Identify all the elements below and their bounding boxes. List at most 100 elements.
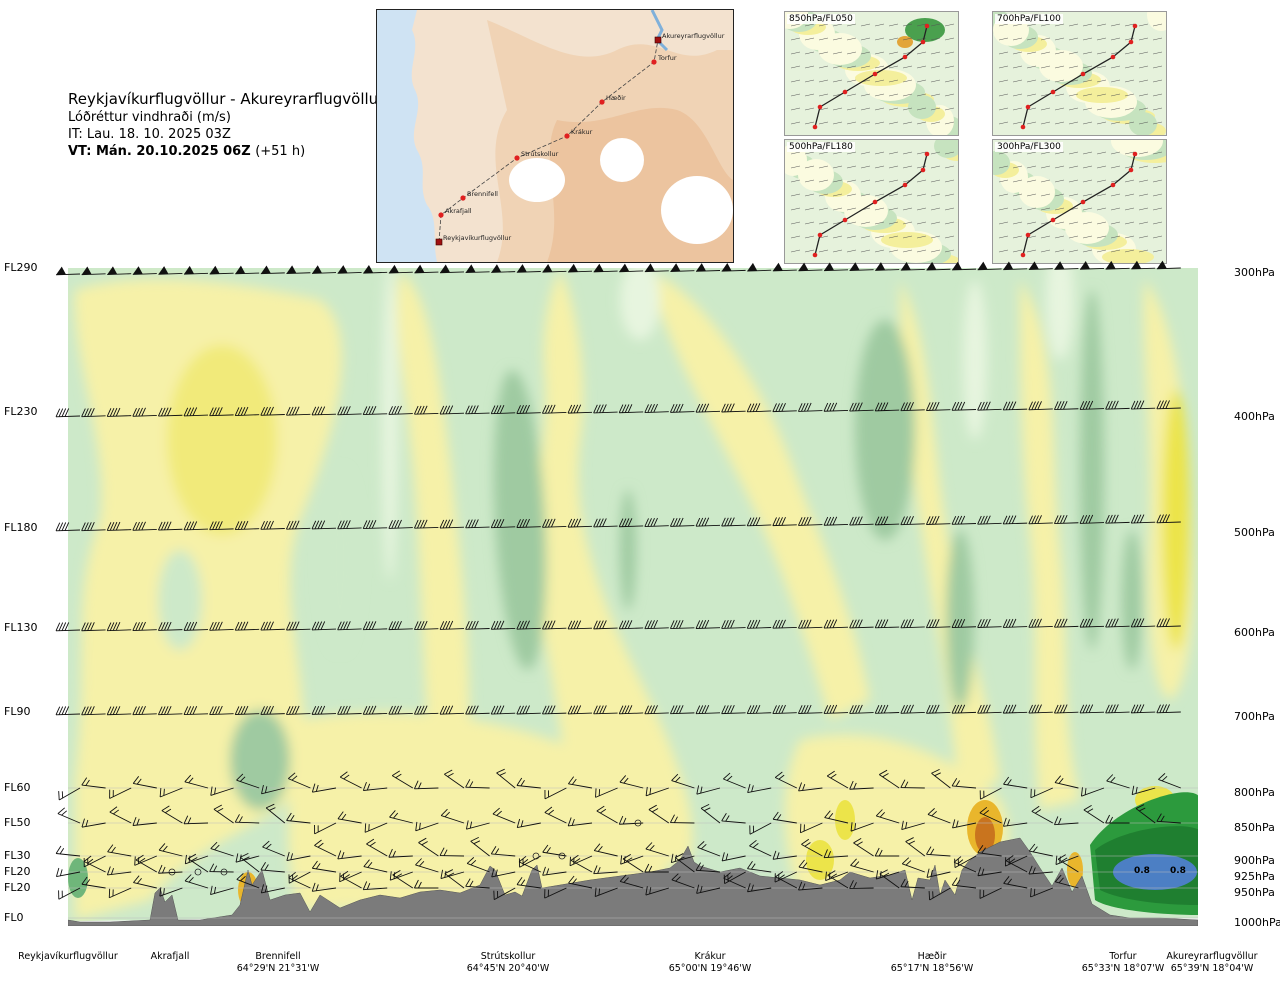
wind-barb	[900, 779, 925, 789]
wind-barb	[132, 407, 157, 417]
location-label: Strútskollur 64°45'N 20°40'W	[448, 951, 568, 975]
wind-barb	[593, 620, 618, 630]
wind-barb	[81, 622, 106, 632]
wind-barb	[567, 263, 593, 273]
map-point-label: Strútskollur	[521, 150, 559, 158]
wind-barb	[977, 515, 1002, 525]
level-thumbnail[interactable]: 300hPa/FL300	[982, 125, 1181, 265]
wind-barb	[645, 886, 669, 896]
map-point-label: Torfur	[657, 54, 677, 62]
wind-barb	[542, 844, 567, 857]
wind-barb	[977, 261, 1002, 271]
wind-barb	[389, 810, 413, 824]
initial-time: IT: Lau. 18. 10. 2025 03Z	[68, 127, 231, 142]
wind-barb	[465, 820, 490, 830]
wind-barb	[465, 519, 490, 529]
wind-barb	[414, 519, 439, 529]
wind-barb	[439, 405, 465, 415]
wind-barb	[746, 517, 772, 527]
wind-barb	[824, 810, 849, 824]
location-name: Brennifell	[255, 951, 301, 962]
map-airport-marker	[654, 36, 662, 44]
route-title: Reykjavíkurflugvöllur - Akureyrarflugvöl…	[68, 90, 385, 108]
wind-barb	[593, 865, 618, 875]
wind-barb	[879, 769, 900, 789]
wind-barb	[1130, 704, 1156, 714]
wind-barb	[618, 518, 644, 528]
flight-level-label: FL0	[4, 911, 24, 924]
wind-barb	[314, 839, 337, 857]
wind-barb	[364, 822, 388, 833]
wind-barb	[670, 619, 695, 630]
location-label: Akureyrarflugvöllur 65°39'N 18°04'W	[1152, 951, 1272, 975]
wind-barb	[875, 262, 900, 271]
wind-barb	[853, 838, 874, 857]
wind-barb	[927, 808, 951, 824]
wind-barb	[596, 805, 618, 824]
wind-barb	[1054, 261, 1079, 270]
wind-barb	[977, 618, 1002, 628]
wind-barb	[900, 704, 925, 714]
wind-barb	[240, 852, 260, 873]
level-thumbnail[interactable]: 700hPa/FL100	[983, 0, 1175, 139]
wind-barb	[1028, 261, 1053, 270]
wind-barb	[746, 619, 772, 629]
wind-barb	[234, 814, 260, 824]
wind-barb	[823, 516, 849, 526]
wind-barb	[414, 264, 439, 274]
wind-barb	[900, 619, 925, 629]
map-point-marker	[599, 99, 605, 105]
map-route-points: Akureyrarflugvöllur Torfur Hæðir Krákur Strú…	[435, 32, 725, 246]
wind-barb	[209, 521, 234, 531]
wind-barb	[593, 705, 618, 715]
wind-barb	[183, 621, 209, 631]
wind-barb	[568, 875, 593, 889]
wind-barb	[337, 705, 362, 715]
wind-barb	[1156, 260, 1181, 270]
wind-barb	[414, 620, 439, 630]
wind-barb	[132, 266, 157, 275]
wind-barb	[823, 262, 849, 272]
wind-barb	[874, 704, 900, 714]
level-thumbnail[interactable]: 850hPa/FL050	[771, 0, 963, 140]
wind-barb	[465, 405, 490, 415]
wind-barb	[723, 772, 746, 789]
flight-level-label: FL30	[4, 849, 31, 862]
wind-barb	[107, 266, 132, 276]
wind-barb	[465, 264, 490, 274]
wind-barb	[183, 265, 209, 275]
level-thumbnail[interactable]: 500hPa/FL180	[779, 134, 971, 269]
flight-level-label: FL20	[4, 881, 31, 894]
pressure-level-label: 850hPa	[1234, 821, 1275, 834]
wind-barb	[826, 770, 849, 789]
wind-barb	[158, 407, 183, 417]
wind-barb	[55, 266, 81, 276]
wind-barb	[516, 818, 541, 829]
wind-barb	[1130, 514, 1156, 524]
wind-barb	[311, 882, 337, 892]
wind-barb	[1030, 787, 1053, 799]
wind-barb	[132, 621, 157, 632]
wind-barb	[158, 706, 183, 716]
wind-barb	[798, 704, 823, 714]
wind-barb	[234, 621, 260, 631]
wind-barb	[81, 266, 106, 276]
wind-barb	[900, 516, 925, 526]
location-coord: 65°00'N 19°46'W	[668, 963, 752, 974]
wind-barb	[567, 620, 593, 630]
wind-barb	[542, 866, 567, 876]
wind-barb	[849, 619, 874, 629]
pressure-level-label: 300hPa	[1234, 266, 1275, 279]
wind-barb	[337, 850, 362, 860]
wind-barb	[183, 705, 209, 716]
wind-barb	[106, 622, 132, 632]
wind-barb	[874, 516, 900, 526]
wind-barb	[490, 405, 516, 415]
wind-barb	[849, 516, 874, 526]
wind-barb	[644, 620, 669, 630]
wind-barb	[518, 855, 542, 868]
wind-barb	[1105, 704, 1130, 714]
wind-barb	[55, 706, 81, 716]
wind-barb	[1105, 400, 1130, 410]
wind-barb	[874, 402, 900, 412]
